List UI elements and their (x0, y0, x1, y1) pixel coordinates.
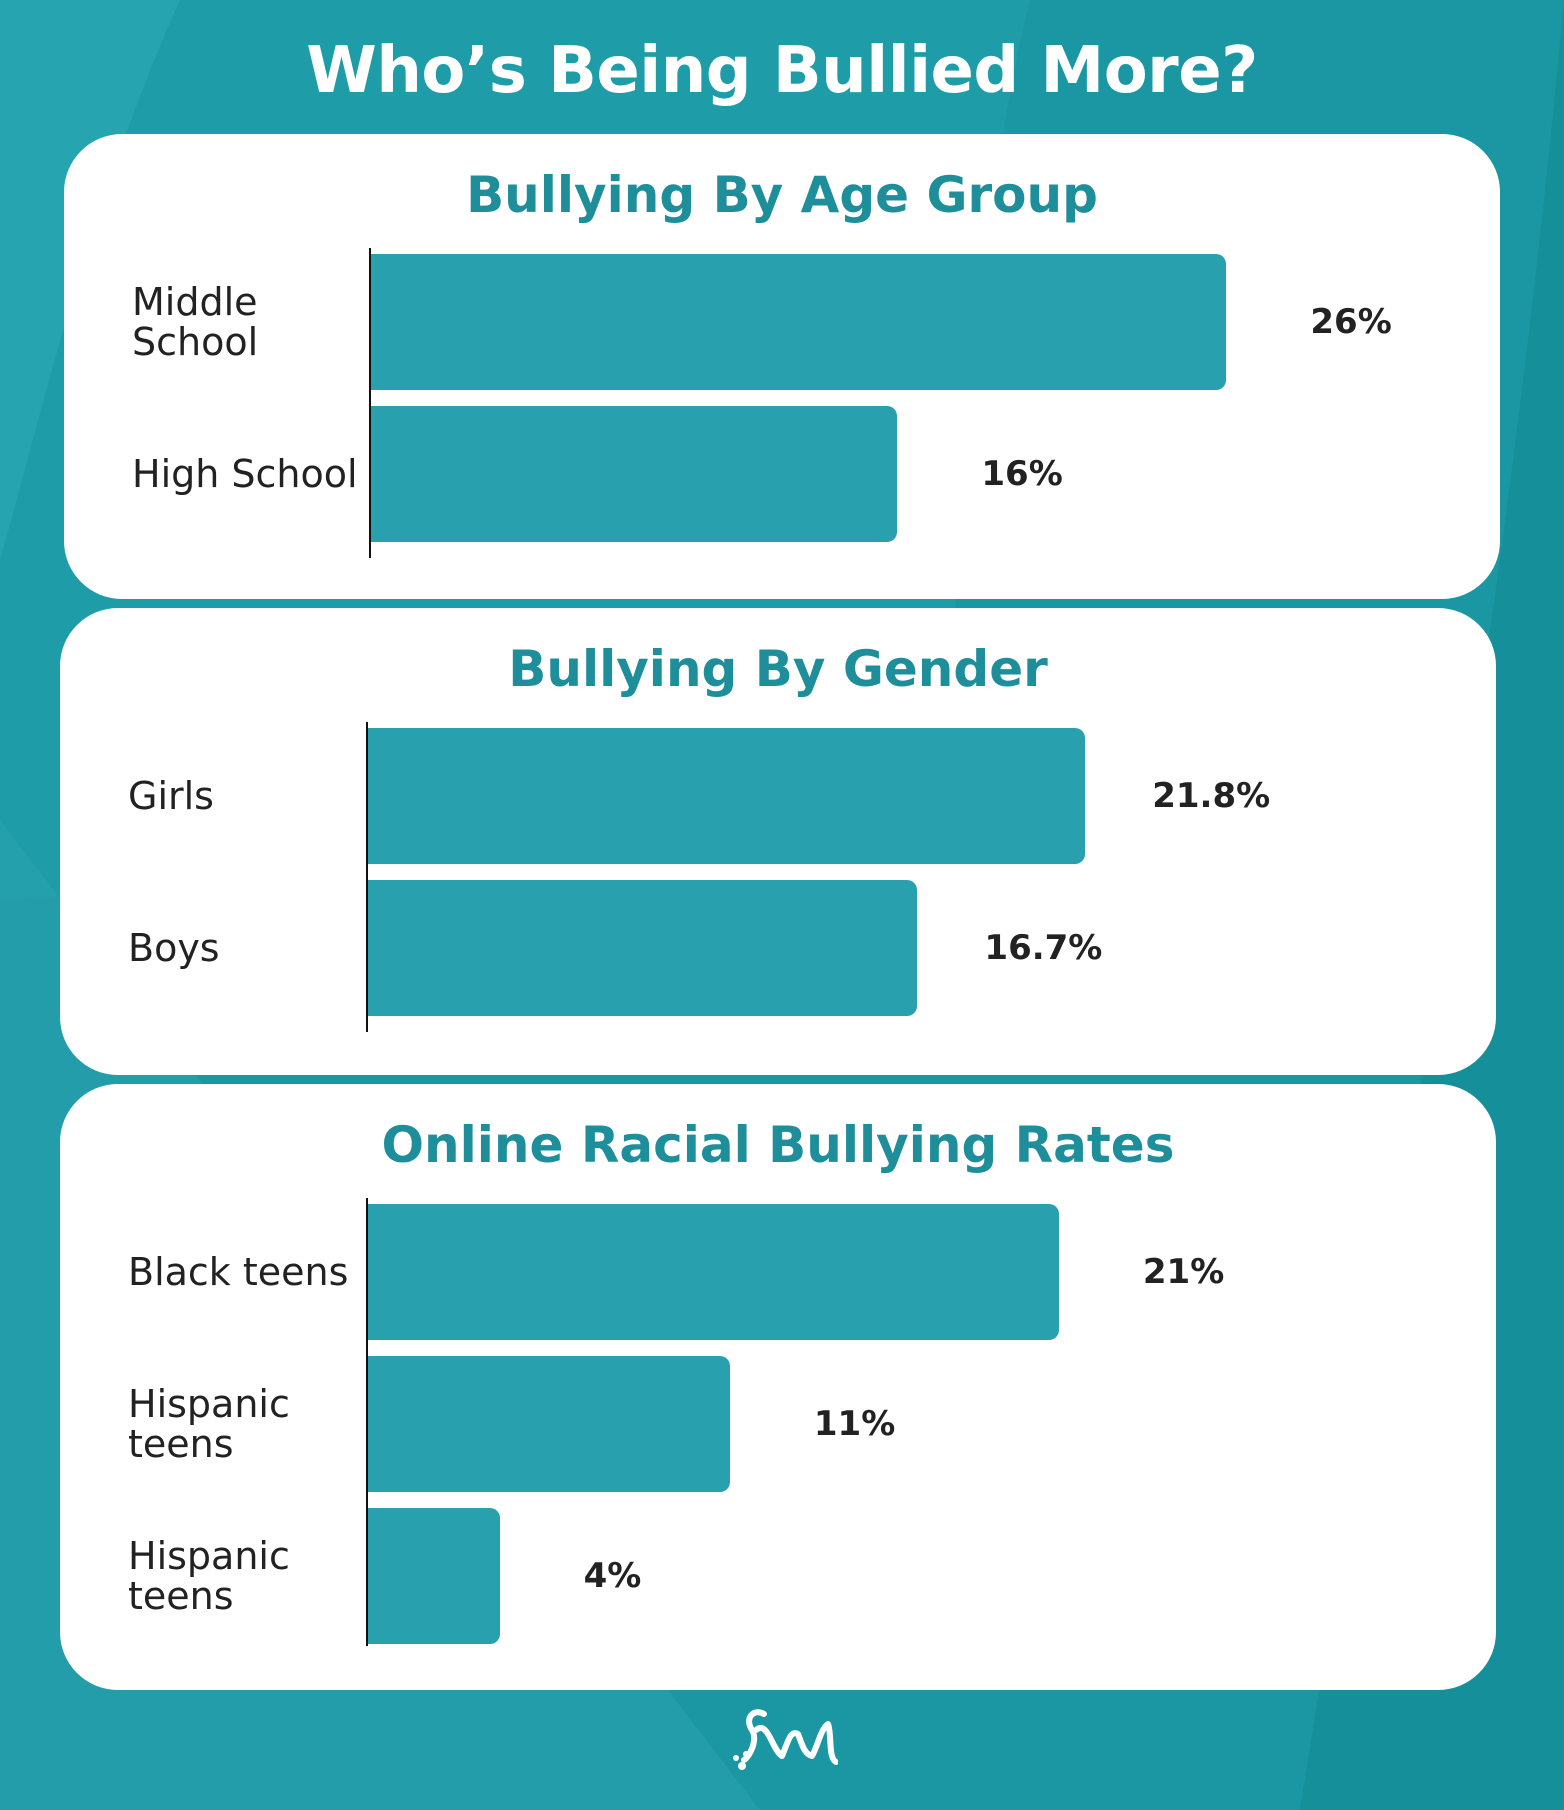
value-label: 21.8% (1152, 776, 1271, 816)
value-label: 4% (583, 1556, 642, 1596)
y-axis-line (369, 248, 371, 558)
category-label: Boys (128, 926, 220, 970)
category-label: Black teens (128, 1250, 349, 1294)
bar (371, 406, 898, 542)
age-group-panel: Bullying By Age Group Middle School 26% Hi… (64, 134, 1500, 599)
value-label: 16.7% (984, 928, 1103, 968)
category-label: High School (132, 452, 358, 496)
chart-title: Bullying By Gender (508, 640, 1048, 698)
bar (368, 880, 918, 1016)
y-axis-line (366, 722, 368, 1032)
bar (368, 1508, 500, 1644)
bar (368, 728, 1086, 864)
value-label: 21% (1142, 1252, 1225, 1292)
gender-panel: Bullying By Gender Girls 21.8% Boys 16.7% (60, 608, 1496, 1075)
brand-logo-icon (733, 1709, 838, 1770)
value-label: 16% (981, 454, 1063, 494)
category-label: Girls (128, 774, 214, 818)
category-label: Hispanic teens (128, 1534, 290, 1618)
y-axis-line (366, 1198, 368, 1646)
chart-title: Bullying By Age Group (466, 166, 1098, 224)
value-label: 11% (813, 1404, 896, 1444)
category-label: Middle School (132, 280, 259, 364)
page-title: Who’s Being Bullied More? (306, 34, 1258, 108)
category-label: Hispanic teens (128, 1382, 290, 1466)
bar (371, 254, 1227, 390)
chart-title: Online Racial Bullying Rates (381, 1116, 1175, 1174)
value-label: 26% (1310, 302, 1392, 342)
bar (368, 1204, 1059, 1340)
online-racial-panel: Online Racial Bullying Rates Black teens… (60, 1084, 1496, 1690)
bar (368, 1356, 730, 1492)
